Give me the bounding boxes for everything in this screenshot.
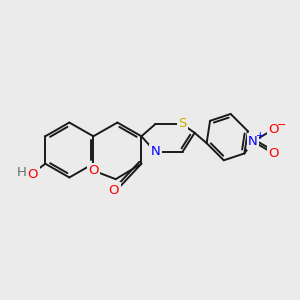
Text: −: − — [276, 120, 286, 130]
Text: O: O — [88, 164, 99, 177]
Text: +: + — [256, 131, 265, 141]
Text: O: O — [28, 167, 38, 181]
Text: H: H — [17, 166, 27, 179]
Text: O: O — [268, 147, 279, 160]
Text: N: N — [150, 145, 160, 158]
Text: N: N — [248, 135, 258, 148]
Text: O: O — [268, 123, 279, 136]
Text: O: O — [109, 184, 119, 197]
Text: S: S — [178, 117, 187, 130]
